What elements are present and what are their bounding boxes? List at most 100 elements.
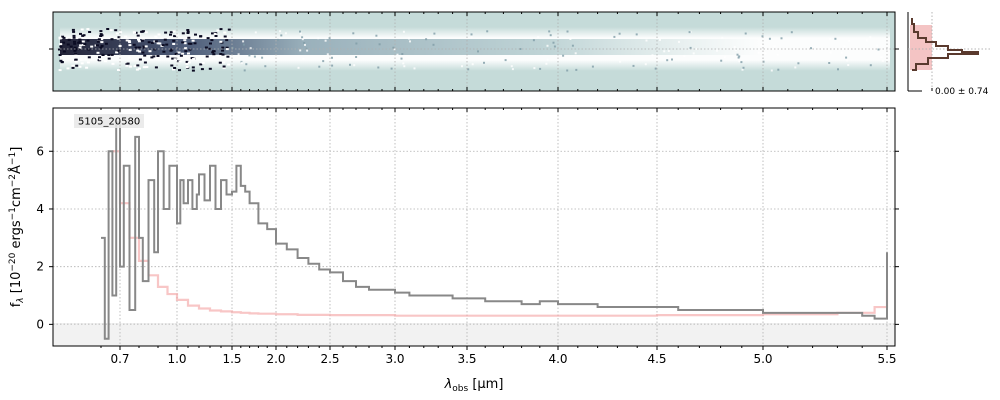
noise-pixel [227, 28, 231, 31]
noise-pixel [141, 51, 145, 54]
noise-pixel [157, 33, 161, 36]
noise-pixel [164, 31, 168, 34]
noise-pixel [62, 41, 66, 44]
noise-pixel [776, 53, 779, 56]
noise-pixel [869, 36, 872, 39]
noise-pixel [552, 41, 555, 44]
noise-pixel [393, 48, 396, 51]
noise-pixel [154, 35, 158, 38]
noise-pixel [69, 45, 73, 48]
noise-pixel [574, 52, 577, 55]
noise-pixel [183, 42, 187, 45]
noise-pixel [392, 46, 395, 49]
noise-pixel [881, 59, 884, 62]
noise-pixel [72, 34, 76, 37]
noise-pixel [142, 66, 146, 69]
noise-pixel [248, 54, 251, 57]
noise-pixel [84, 57, 88, 60]
noise-pixel [562, 54, 565, 57]
spectrum-2d-frame [52, 11, 896, 92]
noise-pixel [187, 36, 191, 39]
noise-pixel [179, 54, 183, 57]
noise-pixel [107, 57, 111, 60]
noise-pixel [72, 30, 76, 33]
noise-pixel [147, 41, 151, 44]
noise-pixel [237, 53, 240, 56]
noise-pixel [163, 38, 167, 41]
noise-pixel [137, 38, 140, 41]
y-axis-label: fλ [10−20 ergs−1cm−2Å−1] [8, 147, 26, 308]
noise-pixel [483, 61, 485, 64]
noise-pixel [82, 34, 86, 37]
noise-pixel [843, 45, 846, 48]
noise-pixel [764, 52, 767, 55]
noise-pixel [99, 33, 103, 36]
noise-pixel [100, 44, 104, 47]
noise-pixel [733, 46, 736, 49]
noise-pixel [95, 44, 99, 47]
noise-pixel [467, 68, 470, 71]
noise-pixel [425, 38, 428, 41]
noise-pixel [132, 43, 136, 46]
noise-pixel [222, 65, 226, 68]
noise-pixel [154, 37, 158, 39]
x-tick-label: 3.5 [457, 352, 476, 366]
noise-pixel [66, 43, 70, 46]
noise-pixel [186, 29, 190, 31]
noise-pixel [810, 47, 812, 50]
noise-pixel [566, 69, 569, 72]
noise-pixel [204, 46, 208, 49]
noise-pixel [533, 67, 536, 70]
noise-pixel [86, 28, 90, 31]
noise-pixel [135, 68, 139, 71]
noise-pixel [205, 55, 209, 58]
noise-pixel [511, 68, 514, 71]
noise-pixel [128, 65, 132, 68]
noise-pixel [219, 28, 223, 31]
noise-pixel [304, 43, 306, 46]
noise-pixel [127, 39, 131, 42]
noise-pixel [186, 30, 190, 33]
noise-pixel [83, 43, 87, 46]
noise-pixel [254, 31, 257, 34]
noise-pixel [73, 48, 77, 51]
noise-pixel [80, 28, 84, 31]
noise-pixel [125, 39, 129, 42]
noise-pixel [85, 66, 89, 69]
noise-pixel [169, 49, 173, 52]
noise-pixel [144, 31, 148, 34]
noise-pixel [757, 51, 760, 54]
noise-pixel [67, 38, 71, 41]
spectrum-2d-panel [49, 11, 899, 92]
noise-pixel [744, 32, 747, 35]
profile-curve [911, 18, 979, 71]
noise-pixel [654, 67, 657, 70]
series-layer [101, 121, 889, 340]
y-tick-label: 2 [36, 260, 44, 274]
noise-pixel [331, 64, 334, 67]
noise-pixel [865, 39, 868, 42]
noise-pixel [356, 58, 359, 61]
noise-pixel [128, 41, 132, 44]
noise-pixel [548, 30, 551, 33]
noise-pixel [58, 69, 62, 72]
noise-pixel [191, 66, 195, 69]
noise-pixel [58, 48, 61, 51]
noise-pixel [137, 40, 141, 43]
noise-pixel [165, 43, 169, 46]
noise-pixel [741, 68, 744, 71]
noise-pixel [111, 62, 115, 65]
noise-pixel [413, 67, 416, 70]
noise-pixel [86, 39, 90, 42]
y-tick-label: 4 [36, 202, 44, 216]
noise-pixel [141, 37, 145, 40]
noise-pixel [761, 35, 764, 38]
noise-pixel [353, 64, 356, 67]
noise-pixel [840, 51, 843, 54]
noise-pixel [173, 67, 177, 69]
noise-pixel [223, 31, 227, 34]
noise-pixel [114, 29, 118, 32]
noise-pixel [126, 62, 130, 65]
noise-pixel [635, 33, 638, 36]
noise-pixel [208, 67, 212, 70]
